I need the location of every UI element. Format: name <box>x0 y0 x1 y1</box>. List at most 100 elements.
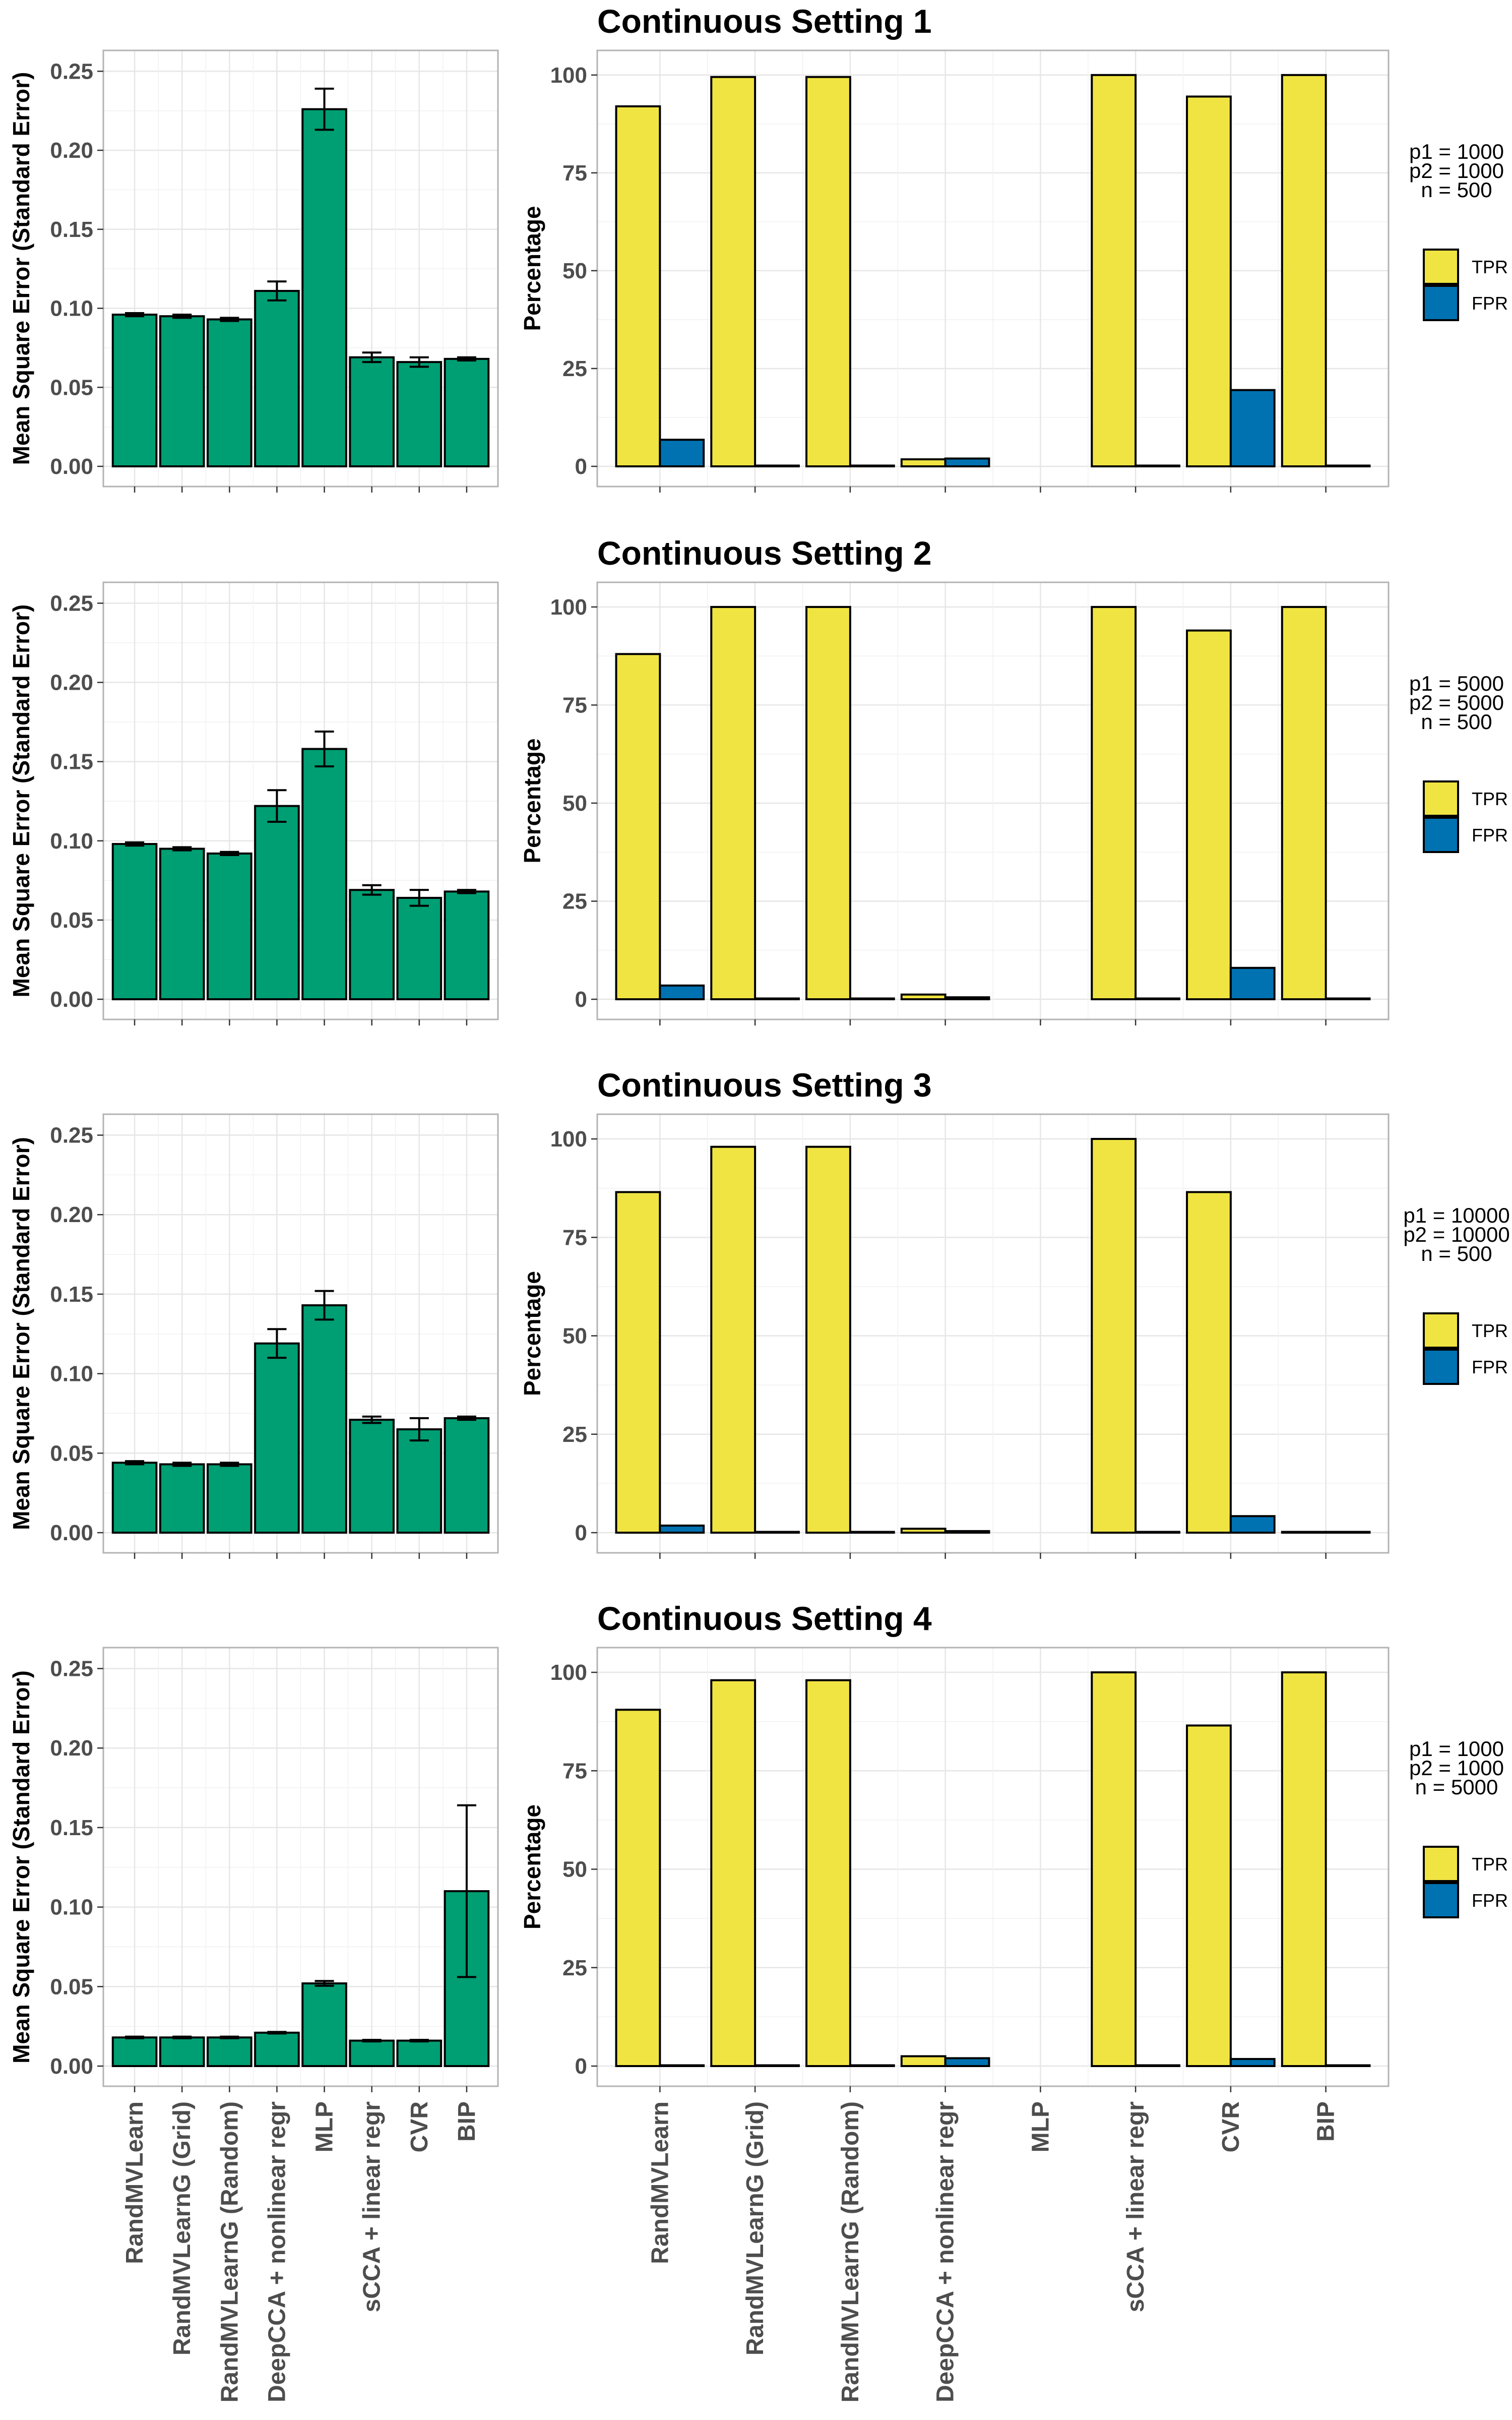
pct-ytick-label: 100 <box>550 595 587 620</box>
panel-title: Continuous Setting 4 <box>597 1600 932 1637</box>
mse-error-bar <box>362 351 382 364</box>
mse-ytick-label: 0.20 <box>50 1736 93 1761</box>
mse-error-bar <box>314 87 334 131</box>
setting-1: 0.00 0.05 0.10 0.15 0.20 0.25 Mean Square Erro… <box>8 3 1508 493</box>
mse-bar <box>254 290 300 467</box>
tpr-bar <box>1091 1138 1137 1534</box>
mse-bar <box>444 1417 490 1534</box>
mse-ytick-label: 0.05 <box>50 1974 93 1999</box>
pct-panel-border <box>596 49 1390 488</box>
setting-param: p1 = 1000 <box>1409 140 1504 163</box>
pct-ytick-label: 50 <box>562 791 587 816</box>
pct-ytick-label: 0 <box>575 454 587 479</box>
mse-category-label: MLP <box>311 2101 338 2152</box>
mse-category-label: RandMVLearn <box>121 2101 148 2264</box>
legend-fpr-swatch <box>1423 1882 1459 1918</box>
pct-panel-3: Continuous Setting 3 0 25 50 75 100 Percentage <box>519 1066 1390 1559</box>
mse-ytick-label: 0.20 <box>50 138 93 163</box>
mse-bar <box>349 889 395 1001</box>
mse-panel-border <box>102 49 499 488</box>
tpr-bar <box>615 1709 661 2067</box>
setting-param: n = 500 <box>1421 178 1492 202</box>
pct-ytick-label: 0 <box>575 1521 587 1545</box>
mse-ytick-label: 0.25 <box>50 59 93 84</box>
pct-panel-2: Continuous Setting 2 0 25 50 75 100 Percentage <box>519 534 1390 1025</box>
pct-ytick-label: 25 <box>562 1422 587 1447</box>
mse-bar <box>349 356 395 468</box>
pct-ytick-label: 75 <box>562 1225 587 1250</box>
mse-bar <box>349 1419 395 1534</box>
mse-panel-border <box>102 581 499 1020</box>
mse-bar <box>254 805 300 1000</box>
mse-error-bar <box>409 889 429 907</box>
mse-error-bar <box>267 280 287 301</box>
mse-bar <box>301 1982 347 2067</box>
tpr-bar <box>1281 74 1327 468</box>
tpr-bar <box>710 1679 757 2068</box>
mse-bar <box>396 1428 443 1534</box>
tpr-bar <box>1281 1671 1327 2067</box>
mse-ytick-label: 0.20 <box>50 671 93 695</box>
pct-ytick-label: 50 <box>562 1324 587 1349</box>
mse-error-bar <box>457 1415 476 1421</box>
pct-ytick-label: 100 <box>550 1660 587 1685</box>
mse-bar <box>349 2039 395 2068</box>
fpr-bar <box>659 2064 705 2067</box>
pct-ytick-label: 0 <box>575 987 587 1012</box>
mse-bar <box>159 315 205 467</box>
legend-tpr-label: TPR <box>1472 789 1508 809</box>
fpr-bar <box>659 439 705 468</box>
mse-panel-3: 0.00 0.05 0.10 0.15 0.20 0.25 Mean Square Erro… <box>8 1113 499 1559</box>
tpr-bar <box>805 76 851 467</box>
setting-param: p1 = 5000 <box>1409 672 1504 695</box>
mse-error-bar <box>409 2038 429 2043</box>
mse-error-bar <box>409 356 429 368</box>
mse-error-bar <box>267 1328 287 1359</box>
mse-category-label: RandMVLearnG (Random) <box>216 2101 243 2402</box>
fpr-bar <box>754 1531 800 1534</box>
panel-title: Continuous Setting 2 <box>597 534 932 572</box>
mse-ytick-label: 0.20 <box>50 1202 93 1227</box>
pct-ytick-label: 25 <box>562 1956 587 1980</box>
setting-param: p2 = 1000 <box>1409 159 1504 183</box>
fpr-bar <box>754 2064 800 2067</box>
tpr-bar <box>615 653 661 1001</box>
pct-axis-title: Percentage <box>519 738 545 863</box>
mse-error-bar <box>172 846 192 852</box>
tpr-bar <box>1091 606 1137 1000</box>
fpr-bar <box>1135 464 1180 468</box>
mse-bar <box>444 357 490 467</box>
pct-panel-border <box>596 1113 1390 1554</box>
mse-error-bar <box>125 1460 145 1466</box>
tpr-bar <box>710 76 757 467</box>
tpr-bar <box>1091 1671 1137 2067</box>
legend-tpr-swatch <box>1423 249 1459 285</box>
tpr-bar <box>710 1145 757 1534</box>
fpr-bar <box>944 996 990 1000</box>
mse-panel-1: 0.00 0.05 0.10 0.15 0.20 0.25 Mean Square Erro… <box>8 49 499 493</box>
fpr-bar <box>1135 2064 1180 2067</box>
legend-tpr-label: TPR <box>1472 1854 1508 1874</box>
setting-param: p2 = 5000 <box>1409 691 1504 714</box>
mse-error-bar <box>220 2035 239 2039</box>
legend-tpr-label: TPR <box>1472 257 1508 277</box>
mse-ytick-label: 0.10 <box>50 829 93 854</box>
mse-error-bar <box>362 884 382 896</box>
tpr-bar <box>1186 1191 1232 1534</box>
mse-error-bar <box>314 1980 334 1987</box>
pct-category-label: RandMVLearnG (Grid) <box>742 2101 769 2355</box>
mse-bar <box>111 843 158 1000</box>
pct-panel-border <box>596 581 1390 1020</box>
mse-error-bar <box>220 1462 239 1467</box>
panel-title: Continuous Setting 3 <box>597 1066 932 1104</box>
pct-ytick-label: 0 <box>575 2054 587 2079</box>
mse-ytick-label: 0.00 <box>50 1521 93 1545</box>
fpr-bar <box>849 997 895 1001</box>
mse-ytick-label: 0.15 <box>50 1816 93 1840</box>
tpr-bar <box>710 606 757 1000</box>
fpr-bar <box>659 984 705 1001</box>
panel-title: Continuous Setting 1 <box>597 3 932 40</box>
fpr-bar <box>1325 997 1371 1001</box>
